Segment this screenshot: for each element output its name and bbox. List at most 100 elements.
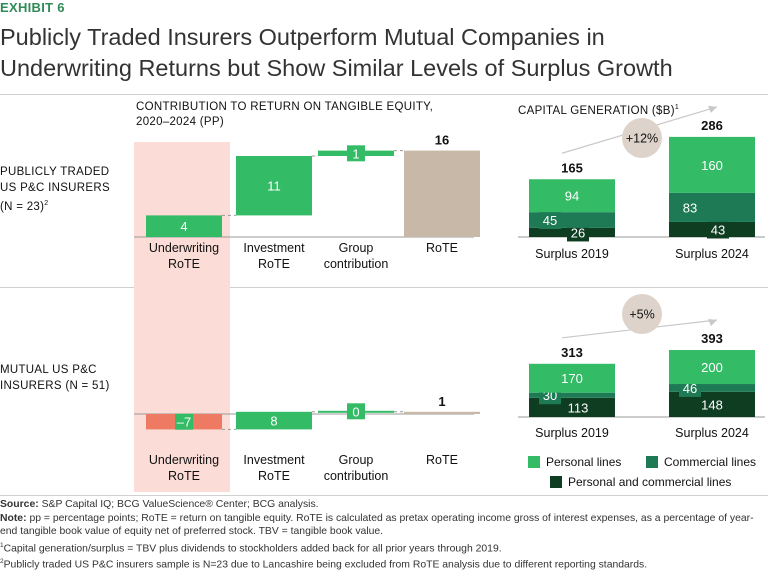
capital_mutual-surplus-2024-personal-lines-label: 200 xyxy=(701,360,723,375)
legend-label-personal: Personal lines xyxy=(546,455,622,469)
source-text: S&P Capital IQ; BCG ValueScience® Center… xyxy=(41,499,319,510)
footer-note: Note: pp = percentage points; RoTE = ret… xyxy=(0,512,768,539)
public-label-line-3: (N = 23)2 xyxy=(0,196,110,215)
capital_public-surplus-2019-personal-and-commercial-lines-label-chip xyxy=(567,224,589,242)
row-label-mutual: MUTUAL US P&C INSURERS (N = 51) xyxy=(0,362,110,394)
public-label-line-2: US P&C INSURERS xyxy=(0,182,110,194)
capital_mutual-surplus-2019-total: 313 xyxy=(561,345,583,360)
divider-bottom xyxy=(0,495,768,496)
capital_public-surplus-2019-personal-lines-label: 94 xyxy=(565,189,579,204)
capital_mutual-growth-badge xyxy=(622,294,662,334)
rote_mutual-bar-underwriting-rote-category-line-1: Underwriting xyxy=(149,453,219,467)
capital_mutual-surplus-2024-total: 393 xyxy=(701,331,723,346)
rote_public-bar-rote xyxy=(404,150,480,237)
underwriting-highlight xyxy=(134,142,230,492)
capital_public-surplus-2019-commercial-lines-label-chip xyxy=(539,212,561,230)
capital_public-surplus-2024-commercial-lines-label: 83 xyxy=(683,200,697,215)
legend-personal: Personal lines xyxy=(528,455,621,469)
capital-title-text: CAPITAL GENERATION ($B) xyxy=(518,104,675,117)
capital_mutual-surplus-2019-personal-and-commercial-lines-label: 113 xyxy=(568,400,589,415)
rote_public-bar-underwriting-rote-category-line-1: Underwriting xyxy=(149,241,219,255)
capital_mutual-surplus-2024-category: Surplus 2024 xyxy=(675,426,749,440)
legend-label-both: Personal and commercial lines xyxy=(568,475,732,489)
rote_mutual-bar-underwriting-rote-label: –7 xyxy=(177,415,191,430)
rote_mutual-bar-group-contribution-label: 0 xyxy=(352,404,359,419)
capital-footnote-mark: 1 xyxy=(674,104,680,111)
rote_public-bar-underwriting-rote xyxy=(146,215,222,237)
capital_public-surplus-2019-category: Surplus 2019 xyxy=(535,247,609,261)
rote-title-line-2: 2020–2024 (PP) xyxy=(136,116,224,128)
exhibit-label: EXHIBIT 6 xyxy=(0,0,65,15)
rote_mutual-bar-rote-label: 1 xyxy=(438,394,445,409)
capital_public-surplus-2019-personal-lines xyxy=(529,179,615,213)
footer-source: Source: S&P Capital IQ; BCG ValueScience… xyxy=(0,498,768,512)
rote_mutual-bar-rote-category-line-1: RoTE xyxy=(426,453,458,467)
mutual-label-line-2: INSURERS (N = 51) xyxy=(0,380,110,392)
legend-both: Personal and commercial lines xyxy=(550,475,731,489)
rote_public-bar-rote-label: 16 xyxy=(435,133,449,148)
rote_public-bar-group-contribution-category-line-2: contribution xyxy=(324,257,389,271)
rote_public-bar-investment-rote-category-line-1: Investment xyxy=(243,241,305,255)
capital_public-surplus-2024-commercial-lines xyxy=(669,192,755,222)
row-label-public: PUBLICLY TRADED US P&C INSURERS (N = 23)… xyxy=(0,164,110,215)
rote_mutual-bar-investment-rote-label: 8 xyxy=(270,414,277,429)
capital_mutual-surplus-2024-personal-and-commercial-lines-label: 148 xyxy=(701,397,723,412)
rote_mutual-bar-underwriting-rote-category-line-2: RoTE xyxy=(168,469,200,483)
capital_mutual-surplus-2024-commercial-lines-label-chip xyxy=(679,379,701,397)
rote_public-bar-group-contribution-label-chip xyxy=(347,145,365,162)
capital_mutual-growth-arrowhead xyxy=(708,319,717,327)
legend-swatch-personal xyxy=(528,456,540,468)
legend-label-commercial: Commercial lines xyxy=(664,455,757,469)
capital_public-surplus-2024-personal-and-commercial-lines-label-chip xyxy=(707,221,729,239)
public-label-line-1: PUBLICLY TRADED xyxy=(0,166,110,178)
public-label-n: (N = 23) xyxy=(0,200,45,213)
footnote-2-text: Publicly traded US P&C insurers sample i… xyxy=(3,559,648,571)
rote_mutual-bar-group-contribution-label-chip xyxy=(347,403,365,420)
title-line-2: Underwriting Returns but Show Similar Le… xyxy=(0,55,673,81)
rote_mutual-bar-rote xyxy=(404,411,480,414)
page-title: Publicly Traded Insurers Outperform Mutu… xyxy=(0,22,760,84)
rote-section-title: CONTRIBUTION TO RETURN ON TANGIBLE EQUIT… xyxy=(136,100,433,130)
public-footnote-mark: 2 xyxy=(44,200,49,207)
legend-swatch-both xyxy=(550,476,562,488)
rote_public-bar-investment-rote-category-line-2: RoTE xyxy=(258,257,290,271)
legend-commercial: Commercial lines xyxy=(646,455,756,469)
footnote-1-text: Capital generation/surplus = TBV plus di… xyxy=(3,542,502,554)
capital_public-growth-label: +12% xyxy=(626,132,658,146)
rote_public-bar-underwriting-rote-label: 4 xyxy=(180,219,187,234)
capital-section-title: CAPITAL GENERATION ($B)1 xyxy=(518,100,679,119)
source-label: Source: xyxy=(0,499,39,510)
capital_public-surplus-2019-total: 165 xyxy=(561,160,583,175)
footnote-1-mark: 1 xyxy=(0,541,4,549)
rote_public-bar-underwriting-rote-category-line-2: RoTE xyxy=(168,257,200,271)
capital_mutual-surplus-2019-personal-lines-label: 170 xyxy=(561,371,583,386)
capital_mutual-surplus-2024-personal-lines xyxy=(669,350,755,385)
rote_mutual-bar-investment-rote xyxy=(236,411,312,430)
capital_public-surplus-2019-personal-and-commercial-lines-label: 26 xyxy=(571,225,585,240)
capital_public-surplus-2024-personal-lines-label: 160 xyxy=(701,158,723,173)
rote_public-bar-investment-rote xyxy=(236,156,312,216)
capital_public-surplus-2024-personal-and-commercial-lines-label: 43 xyxy=(711,222,725,237)
capital_mutual-surplus-2019-category: Surplus 2019 xyxy=(535,426,609,440)
footer: Source: S&P Capital IQ; BCG ValueScience… xyxy=(0,498,768,572)
rote_public-bar-group-contribution-label: 1 xyxy=(352,146,359,161)
capital_mutual-growth-label: +5% xyxy=(629,308,654,322)
rote-title-line-1: CONTRIBUTION TO RETURN ON TANGIBLE EQUIT… xyxy=(136,101,434,113)
capital_public-growth-badge xyxy=(622,118,662,158)
capital_public-growth-arrowhead xyxy=(708,105,717,113)
footer-footnote-2: 2Publicly traded US P&C insurers sample … xyxy=(0,555,768,572)
title-line-1: Publicly Traded Insurers Outperform Mutu… xyxy=(0,24,605,50)
rote_mutual-bar-underwriting-rote-label-chip xyxy=(175,413,193,430)
rote_public-bar-rote-category-line-1: RoTE xyxy=(426,241,458,255)
rote_mutual-bar-group-contribution-category-line-2: contribution xyxy=(324,469,389,483)
rote_mutual-bar-investment-rote-category-line-1: Investment xyxy=(243,453,305,467)
note-label: Note: xyxy=(0,512,27,524)
divider-middle xyxy=(0,287,768,288)
capital_mutual-surplus-2019-commercial-lines xyxy=(529,392,615,398)
divider-top xyxy=(0,94,768,95)
capital_public-surplus-2024-personal-lines xyxy=(669,136,755,193)
rote_mutual-bar-group-contribution-category-line-1: Group xyxy=(339,453,374,467)
capital_mutual-surplus-2024-commercial-lines-label: 46 xyxy=(683,381,697,396)
legend-swatch-commercial xyxy=(646,456,658,468)
rote_public-bar-group-contribution-category-line-1: Group xyxy=(339,241,374,255)
